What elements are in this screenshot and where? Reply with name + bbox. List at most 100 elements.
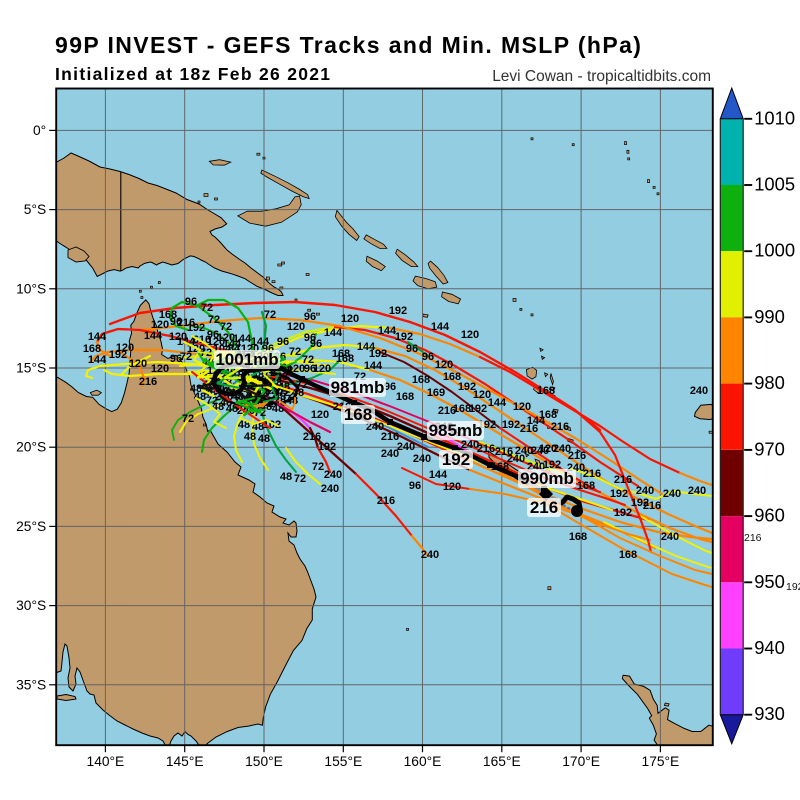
svg-text:96: 96: [170, 316, 182, 328]
svg-text:120: 120: [169, 331, 187, 343]
svg-text:96: 96: [207, 329, 219, 341]
svg-text:155°E: 155°E: [324, 754, 362, 769]
svg-text:168: 168: [83, 343, 101, 355]
svg-text:72: 72: [180, 351, 192, 363]
svg-text:216: 216: [614, 474, 632, 486]
svg-text:216: 216: [303, 431, 321, 443]
svg-text:240: 240: [413, 453, 431, 465]
svg-text:120: 120: [217, 332, 235, 344]
svg-text:96: 96: [422, 351, 434, 363]
svg-text:120: 120: [151, 319, 169, 331]
svg-text:192: 192: [389, 305, 407, 317]
svg-text:192: 192: [395, 331, 413, 343]
svg-text:192: 192: [631, 497, 649, 509]
svg-text:120: 120: [313, 363, 331, 375]
svg-text:168: 168: [619, 549, 637, 561]
svg-text:96: 96: [310, 338, 322, 350]
svg-text:240: 240: [324, 469, 342, 481]
svg-text:96: 96: [384, 381, 396, 393]
svg-text:168: 168: [336, 353, 354, 365]
svg-text:144: 144: [223, 338, 242, 350]
svg-text:216: 216: [744, 532, 762, 544]
svg-text:192: 192: [318, 441, 336, 453]
svg-text:192: 192: [369, 348, 387, 360]
svg-text:216: 216: [568, 450, 586, 462]
svg-text:120: 120: [207, 336, 225, 348]
svg-text:192: 192: [614, 507, 632, 519]
svg-text:168: 168: [344, 405, 372, 424]
svg-text:48: 48: [244, 431, 256, 443]
svg-text:192: 192: [187, 322, 205, 334]
svg-text:150°E: 150°E: [245, 754, 283, 769]
svg-text:144: 144: [88, 331, 107, 343]
svg-text:120: 120: [473, 389, 491, 401]
svg-text:144: 144: [527, 415, 546, 427]
svg-text:616: 616: [193, 334, 211, 346]
svg-text:192: 192: [610, 488, 628, 500]
svg-text:144: 144: [357, 341, 376, 353]
svg-text:96: 96: [304, 363, 316, 375]
svg-text:168: 168: [396, 391, 414, 403]
svg-text:96: 96: [409, 480, 421, 492]
svg-text:960: 960: [754, 505, 785, 526]
svg-text:72: 72: [206, 395, 218, 407]
svg-text:96: 96: [304, 311, 316, 323]
svg-text:168: 168: [539, 409, 557, 421]
svg-text:170°E: 170°E: [562, 754, 600, 769]
svg-text:165°E: 165°E: [483, 754, 521, 769]
svg-text:240: 240: [507, 453, 525, 465]
svg-text:120: 120: [341, 313, 359, 325]
svg-text:120: 120: [539, 443, 557, 455]
svg-text:168: 168: [332, 348, 350, 360]
svg-text:Initialized at 18z Feb 26 2021: Initialized at 18z Feb 26 2021: [55, 64, 331, 84]
svg-text:72: 72: [294, 473, 306, 485]
svg-text:216: 216: [139, 376, 157, 388]
svg-text:144: 144: [429, 469, 448, 481]
svg-text:240: 240: [688, 485, 706, 497]
svg-text:240: 240: [531, 445, 549, 457]
svg-text:168: 168: [569, 531, 587, 543]
svg-text:144: 144: [88, 354, 107, 366]
svg-text:216: 216: [177, 317, 195, 329]
svg-text:216: 216: [377, 495, 395, 507]
svg-text:240: 240: [636, 485, 654, 497]
svg-text:72: 72: [302, 354, 314, 366]
svg-text:169: 169: [427, 387, 445, 399]
svg-text:168: 168: [412, 374, 430, 386]
svg-text:96: 96: [406, 343, 418, 355]
svg-text:144: 144: [488, 397, 507, 409]
svg-text:72: 72: [264, 309, 276, 321]
svg-text:48: 48: [226, 403, 238, 415]
svg-text:981mb: 981mb: [331, 378, 385, 397]
svg-text:168: 168: [537, 385, 555, 397]
svg-text:168: 168: [443, 371, 461, 383]
svg-text:240: 240: [515, 445, 533, 457]
svg-text:1000: 1000: [754, 240, 795, 261]
svg-text:175°E: 175°E: [642, 754, 680, 769]
svg-text:145°E: 145°E: [166, 754, 204, 769]
svg-text:192: 192: [442, 450, 470, 469]
svg-text:120: 120: [116, 342, 134, 354]
svg-text:25°S: 25°S: [16, 519, 46, 534]
svg-text:72: 72: [201, 302, 213, 314]
svg-text:96: 96: [304, 332, 316, 344]
svg-text:940: 940: [754, 637, 785, 658]
svg-text:980: 980: [754, 372, 785, 393]
svg-text:216: 216: [520, 423, 538, 435]
svg-text:72: 72: [208, 314, 220, 326]
svg-text:192: 192: [458, 381, 476, 393]
svg-text:240: 240: [690, 385, 708, 397]
svg-text:102: 102: [263, 419, 281, 431]
svg-text:240: 240: [321, 483, 339, 495]
svg-text:1005: 1005: [754, 174, 795, 195]
svg-text:216: 216: [643, 500, 661, 512]
svg-text:970: 970: [754, 438, 785, 459]
svg-text:144: 144: [233, 333, 252, 345]
svg-text:240: 240: [553, 443, 571, 455]
svg-text:192: 192: [109, 349, 127, 361]
svg-text:192: 192: [543, 459, 561, 471]
svg-text:216: 216: [477, 443, 495, 455]
svg-text:120: 120: [311, 409, 329, 421]
svg-text:160°E: 160°E: [404, 754, 442, 769]
svg-text:168: 168: [577, 480, 595, 492]
